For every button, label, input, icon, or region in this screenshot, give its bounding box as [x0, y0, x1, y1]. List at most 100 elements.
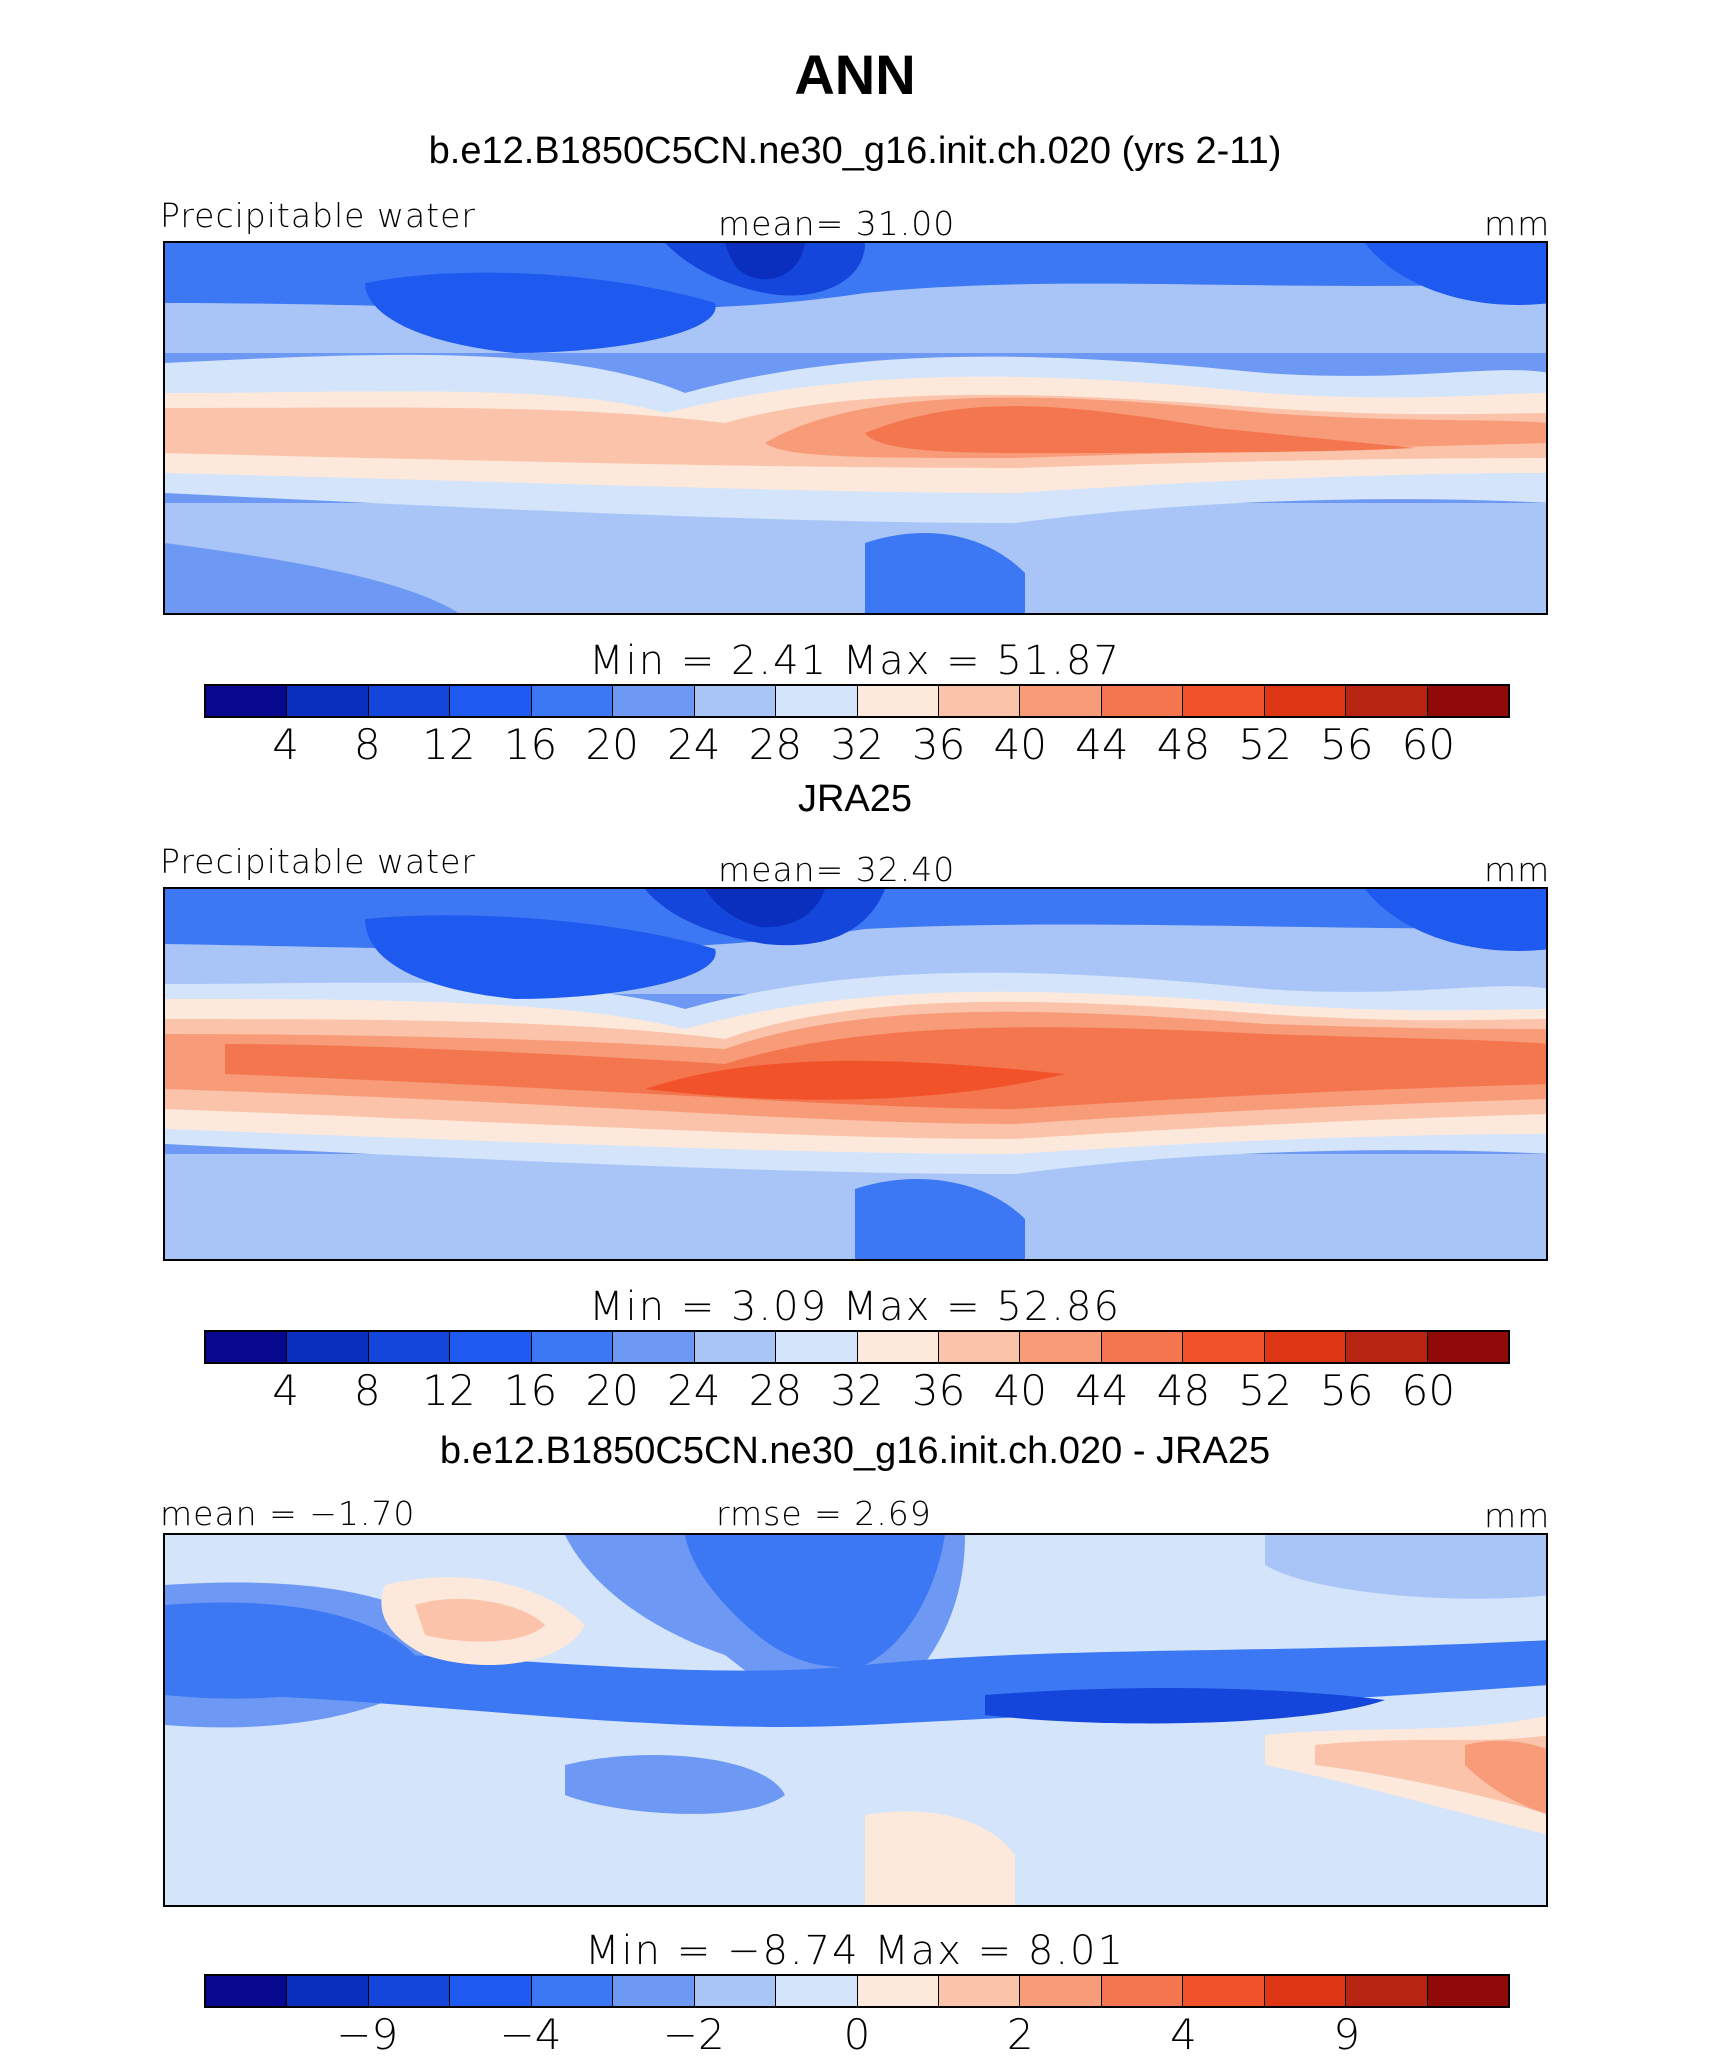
colorbar-tick-label: 32	[830, 1366, 884, 1415]
colorbar-box	[1101, 1332, 1184, 1362]
colorbar-tick-label: 44	[1075, 1366, 1129, 1415]
colorbar-tick-label: −4	[499, 2010, 562, 2059]
panel-3-colorbar-ticks: −9 −4 −2 0 2 4 9	[204, 2010, 1510, 2059]
panel-2-field-label: Precipitable water	[160, 842, 476, 881]
colorbar-box	[1264, 686, 1347, 716]
panel-3-map	[163, 1533, 1548, 1907]
panel-2-colorbar	[204, 1330, 1510, 1364]
panel-3-colorbar	[204, 1974, 1510, 2008]
colorbar-box	[450, 1976, 532, 2006]
colorbar-tick-label: 9	[1333, 2010, 1361, 2059]
colorbar-tick-label: 56	[1320, 1366, 1374, 1415]
panel-2-title: JRA25	[797, 778, 913, 820]
colorbar-box	[1346, 686, 1428, 716]
colorbar-tick-label: 24	[667, 1366, 721, 1415]
panel-2-field	[165, 889, 1546, 1259]
panel-3-units-label: mm	[1484, 1496, 1551, 1535]
colorbar-box	[1183, 686, 1265, 716]
colorbar-box	[287, 686, 369, 716]
panel-3-rmse-label: rmse = 2.69	[716, 1494, 932, 1533]
colorbar-tick-label: 60	[1401, 1366, 1456, 1415]
colorbar-tick-label: 60	[1401, 720, 1456, 769]
colorbar-box	[938, 1332, 1021, 1362]
panel-1-title: b.e12.B1850C5CN.ne30_g16.init.ch.020 (yr…	[428, 130, 1282, 172]
colorbar-box	[1020, 1976, 1102, 2006]
colorbar-tick-label: 16	[503, 720, 558, 769]
colorbar-box	[450, 1332, 532, 1362]
colorbar-tick-label: 28	[748, 720, 803, 769]
colorbar-box	[1020, 1332, 1102, 1362]
colorbar-box	[1264, 1976, 1347, 2006]
colorbar-box	[694, 686, 777, 716]
colorbar-tick-label: 40	[993, 1366, 1047, 1415]
colorbar-box	[694, 1976, 777, 2006]
colorbar-tick-label: −9	[336, 2010, 399, 2059]
panel-1-minmax: Min = 2.41 Max = 51.87	[589, 638, 1121, 684]
colorbar-box	[1183, 1332, 1265, 1362]
colorbar-tick-label: 16	[503, 1366, 558, 1415]
colorbar-tick-label: 36	[911, 720, 966, 769]
colorbar-tick-label: 40	[993, 720, 1047, 769]
colorbar-tick-label: 8	[353, 720, 381, 769]
colorbar-tick-label: 32	[830, 720, 884, 769]
colorbar-box	[857, 1976, 939, 2006]
colorbar-tick-label: 12	[422, 720, 476, 769]
colorbar-box	[368, 686, 451, 716]
panel-1-field-label: Precipitable water	[160, 196, 476, 235]
panel-3-title: b.e12.B1850C5CN.ne30_g16.init.ch.020 - J…	[439, 1430, 1271, 1472]
colorbar-box	[776, 1976, 858, 2006]
panel-1-units-label: mm	[1484, 204, 1551, 243]
colorbar-box	[1020, 686, 1102, 716]
colorbar-tick-label: 4	[1170, 2010, 1197, 2059]
colorbar-box	[287, 1976, 369, 2006]
colorbar-box	[531, 1976, 614, 2006]
colorbar-box	[1427, 1976, 1508, 2006]
panel-2-map	[163, 887, 1548, 1261]
colorbar-box	[1101, 1976, 1184, 2006]
colorbar-box	[938, 686, 1021, 716]
panel-3-mean-label: mean = −1.70	[160, 1494, 416, 1533]
panel-1-map	[163, 241, 1548, 615]
colorbar-tick-label: 12	[422, 1366, 476, 1415]
panel-1-field	[165, 243, 1546, 613]
colorbar-tick-label: 48	[1156, 1366, 1211, 1415]
colorbar-tick-label: 52	[1238, 1366, 1292, 1415]
colorbar-box	[368, 1332, 451, 1362]
colorbar-box	[206, 686, 288, 716]
colorbar-box	[368, 1976, 451, 2006]
colorbar-box	[206, 1976, 288, 2006]
colorbar-tick-label: 4	[272, 1366, 299, 1415]
colorbar-box	[1346, 1976, 1428, 2006]
colorbar-tick-label: 28	[748, 1366, 803, 1415]
colorbar-box	[776, 686, 858, 716]
panel-2-colorbar-ticks: 4 8 12 16 20 24 28 32 36 40 44 48 52 56 60	[204, 1366, 1510, 1415]
colorbar-tick-label: 48	[1156, 720, 1211, 769]
colorbar-tick-label: 0	[843, 2010, 871, 2059]
colorbar-tick-label: 8	[353, 1366, 381, 1415]
colorbar-box	[1264, 1332, 1347, 1362]
colorbar-box	[1427, 1332, 1508, 1362]
panel-2-units-label: mm	[1484, 850, 1551, 889]
colorbar-box	[287, 1332, 369, 1362]
panel-2-minmax: Min = 3.09 Max = 52.86	[589, 1284, 1121, 1330]
colorbar-box	[1427, 686, 1508, 716]
panel-1-colorbar	[204, 684, 1510, 718]
colorbar-box	[531, 1332, 614, 1362]
panel-3-minmax: Min = −8.74 Max = 8.01	[585, 1928, 1125, 1974]
colorbar-tick-label: 20	[585, 720, 639, 769]
colorbar-box	[531, 686, 614, 716]
panel-1-mean-label: mean= 31.00	[718, 204, 956, 243]
colorbar-box	[1183, 1976, 1265, 2006]
colorbar-box	[694, 1332, 777, 1362]
colorbar-box	[1101, 686, 1184, 716]
colorbar-tick-label: 52	[1238, 720, 1292, 769]
colorbar-box	[613, 1976, 695, 2006]
colorbar-box	[938, 1976, 1021, 2006]
colorbar-box	[857, 1332, 939, 1362]
panel-3-field	[165, 1535, 1546, 1905]
colorbar-box	[857, 686, 939, 716]
colorbar-tick-label: 4	[272, 720, 299, 769]
panel-1-colorbar-ticks: 4 8 12 16 20 24 28 32 36 40 44 48 52 56 60	[204, 720, 1510, 769]
colorbar-tick-label: 24	[667, 720, 721, 769]
colorbar-tick-label: 36	[911, 1366, 966, 1415]
